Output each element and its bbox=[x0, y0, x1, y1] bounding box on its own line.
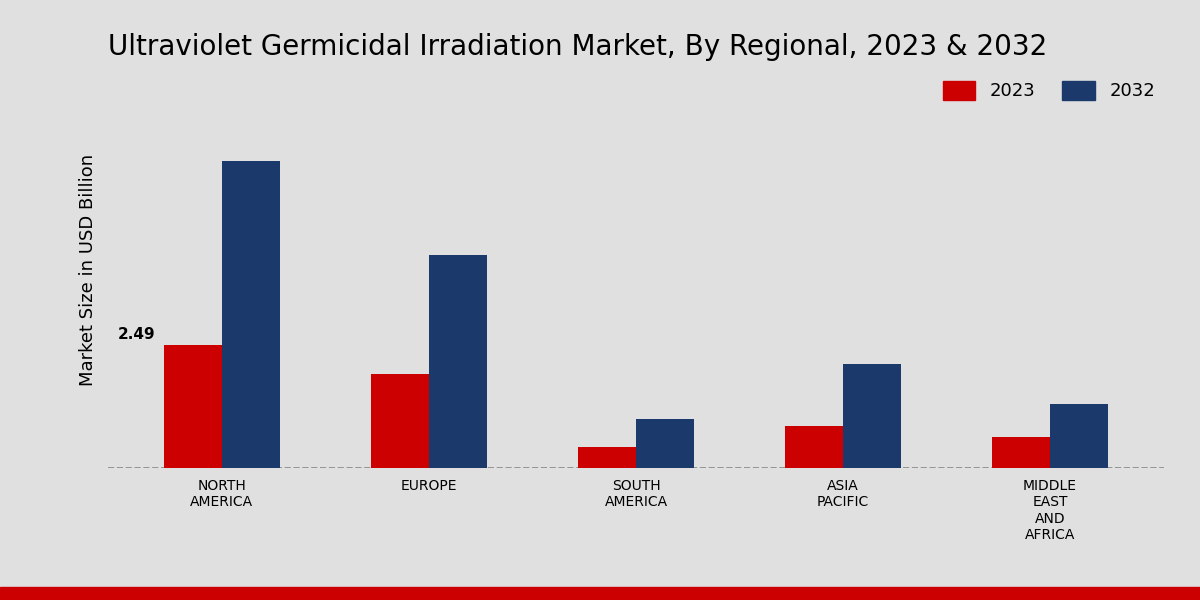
Bar bbox=[992, 437, 1050, 468]
Bar bbox=[785, 426, 844, 468]
Bar bbox=[164, 345, 222, 468]
Bar bbox=[636, 419, 694, 468]
Bar bbox=[1050, 404, 1108, 468]
Bar bbox=[578, 447, 636, 468]
Bar bbox=[222, 161, 280, 468]
Bar bbox=[428, 255, 487, 468]
Text: 2.49: 2.49 bbox=[118, 327, 156, 342]
Legend: 2023, 2032: 2023, 2032 bbox=[942, 81, 1154, 100]
Y-axis label: Market Size in USD Billion: Market Size in USD Billion bbox=[79, 154, 97, 386]
Bar bbox=[844, 364, 901, 468]
Bar bbox=[371, 374, 428, 468]
Text: Ultraviolet Germicidal Irradiation Market, By Regional, 2023 & 2032: Ultraviolet Germicidal Irradiation Marke… bbox=[108, 34, 1048, 61]
